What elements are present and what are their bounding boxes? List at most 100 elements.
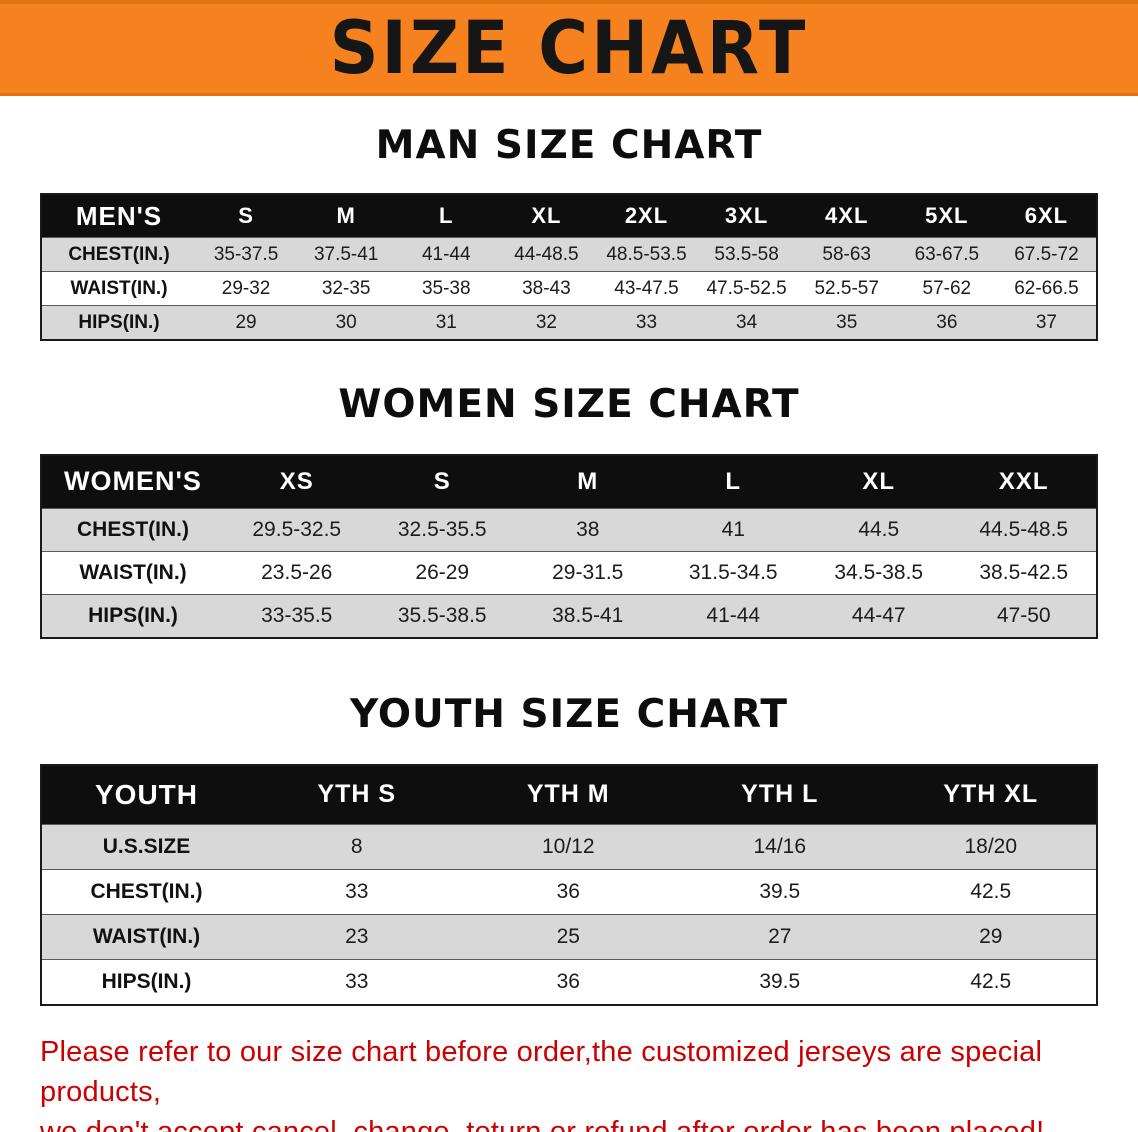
size-value-cell: 27 xyxy=(768,925,792,949)
size-value-cell: 39.5 xyxy=(759,969,801,993)
size-value-cell: 34 xyxy=(736,311,758,333)
size-value-cell: 30 xyxy=(335,311,357,333)
row-label: WAIST(IN.) xyxy=(79,561,187,585)
size-column-header: YTH L xyxy=(741,780,819,809)
size-column-header: XXL xyxy=(998,467,1049,495)
table-header-row: WOMEN'S XS S M L XL XXL xyxy=(41,454,1097,509)
table-row: HIPS(IN.) 29 30 31 32 33 34 35 36 37 xyxy=(41,305,1097,340)
size-value-cell: 23.5-26 xyxy=(261,561,333,585)
size-value-cell: 39.5 xyxy=(759,880,801,904)
size-column-header: M xyxy=(336,203,356,229)
order-policy-line-2: we don't accept cancel, change, teturn o… xyxy=(40,1115,1045,1132)
size-value-cell: 14/16 xyxy=(753,835,807,859)
size-value-cell: 32-35 xyxy=(321,277,371,299)
table-row: CHEST(IN.) 33 36 39.5 42.5 xyxy=(41,869,1097,915)
page-title: SIZE CHART xyxy=(329,5,809,92)
size-value-cell: 63-67.5 xyxy=(914,243,980,265)
order-policy-note: Please refer to our size chart before or… xyxy=(40,1032,1138,1132)
table-header-row: MEN'S S M L XL 2XL 3XL 4XL 5XL 6XL xyxy=(41,193,1097,238)
size-value-cell: 29.5-32.5 xyxy=(252,518,342,542)
size-column-header: 4XL xyxy=(825,203,869,229)
size-value-cell: 33 xyxy=(345,969,369,993)
size-value-cell: 29 xyxy=(235,311,257,333)
size-value-cell: 42.5 xyxy=(970,969,1012,993)
women-size-chart-heading: WOMEN SIZE CHART xyxy=(338,381,800,427)
size-value-cell: 31 xyxy=(435,311,457,333)
table-row: HIPS(IN.) 33-35.5 35.5-38.5 38.5-41 41-44 44-… xyxy=(41,594,1097,638)
size-value-cell: 36 xyxy=(556,969,580,993)
size-value-cell: 37.5-41 xyxy=(313,243,379,265)
row-label: HIPS(IN.) xyxy=(101,969,192,993)
size-value-cell: 35-38 xyxy=(421,277,471,299)
table-header-row: YOUTH YTH S YTH M YTH L YTH XL xyxy=(41,764,1097,825)
size-value-cell: 36 xyxy=(556,880,580,904)
size-column-header: YTH M xyxy=(526,780,610,809)
size-value-cell: 10/12 xyxy=(541,835,595,859)
size-value-cell: 44-48.5 xyxy=(514,243,579,265)
size-value-cell: 33 xyxy=(635,311,658,333)
size-value-cell: 33 xyxy=(345,880,369,904)
size-value-cell: 38 xyxy=(576,518,600,542)
size-column-header: S xyxy=(238,203,254,229)
table-row: WAIST(IN.) 23.5-26 26-29 29-31.5 31.5-34.5 34… xyxy=(41,551,1097,595)
youth-size-table: YOUTH YTH S YTH M YTH L YTH XL U.S.SIZE 8 10/12… xyxy=(40,763,1098,1006)
size-column-header: 2XL xyxy=(624,203,669,229)
youth-size-chart-heading: YOUTH SIZE CHART xyxy=(350,691,788,737)
size-value-cell: 32 xyxy=(535,311,557,333)
size-value-cell: 25 xyxy=(556,925,580,949)
size-value-cell: 48.5-53.5 xyxy=(606,243,687,265)
size-column-header: 6XL xyxy=(1024,203,1069,229)
size-value-cell: 32.5-35.5 xyxy=(397,518,487,542)
size-column-header: YTH S xyxy=(317,780,397,809)
size-value-cell: 41-44 xyxy=(706,603,761,627)
size-value-cell: 52.5-57 xyxy=(814,277,879,299)
men-size-chart-heading: MAN SIZE CHART xyxy=(375,123,763,168)
row-label: HIPS(IN.) xyxy=(88,603,178,627)
size-value-cell: 31.5-34.5 xyxy=(688,561,778,585)
size-column-header: L xyxy=(725,467,742,495)
table-row: CHEST(IN.) 29.5-32.5 32.5-35.5 38 41 44.5 44.5… xyxy=(41,508,1097,552)
youth-section: YOUTH SIZE CHART YOUTH YTH S YTH M YTH L YTH… xyxy=(0,691,1138,1006)
table-row: WAIST(IN.) 23 25 27 29 xyxy=(41,914,1097,960)
size-value-cell: 33-35.5 xyxy=(261,603,333,627)
row-label: WAIST(IN.) xyxy=(70,277,168,299)
size-value-cell: 42.5 xyxy=(970,880,1012,904)
size-value-cell: 26-29 xyxy=(415,561,470,585)
order-policy-line-1: Please refer to our size chart before or… xyxy=(40,1035,1043,1108)
table-row: CHEST(IN.) 35-37.5 37.5-41 41-44 44-48.5 48.5… xyxy=(41,237,1097,272)
women-size-table: WOMEN'S XS S M L XL XXL CHEST(IN.) 29.5-32.5 32.5… xyxy=(40,453,1098,639)
size-value-cell: 47.5-52.5 xyxy=(706,277,787,299)
size-chart-banner: SIZE CHART xyxy=(0,0,1138,96)
size-value-cell: 38-43 xyxy=(522,277,571,299)
table-row: WAIST(IN.) 29-32 32-35 35-38 38-43 43-47.5 47.… xyxy=(41,271,1097,306)
size-value-cell: 37 xyxy=(1035,311,1057,333)
men-section: MAN SIZE CHART MEN'S S M L XL 2XL 3XL 4XL 5XL 6XL… xyxy=(0,123,1138,341)
size-value-cell: 35-37.5 xyxy=(213,243,279,265)
row-label: CHEST(IN.) xyxy=(68,243,170,265)
row-label: CHEST(IN.) xyxy=(77,518,189,542)
table-title-cell: WOMEN'S xyxy=(64,466,202,497)
size-value-cell: 34.5-38.5 xyxy=(834,561,924,585)
size-value-cell: 29 xyxy=(979,925,1003,949)
size-value-cell: 8 xyxy=(350,835,363,859)
table-row: U.S.SIZE 8 10/12 14/16 18/20 xyxy=(41,824,1097,870)
size-column-header: L xyxy=(439,203,454,229)
women-section: WOMEN SIZE CHART WOMEN'S XS S M L XL XXL CHEST(… xyxy=(0,381,1138,639)
table-title-cell: YOUTH xyxy=(95,778,198,810)
size-value-cell: 29-32 xyxy=(221,277,271,299)
size-value-cell: 41-44 xyxy=(421,243,471,265)
size-value-cell: 29-31.5 xyxy=(552,561,624,585)
size-value-cell: 47-50 xyxy=(996,603,1051,627)
size-value-cell: 44.5-48.5 xyxy=(979,518,1069,542)
size-column-header: YTH XL xyxy=(943,780,1039,809)
size-value-cell: 36 xyxy=(936,311,958,333)
size-value-cell: 18/20 xyxy=(964,835,1018,859)
size-value-cell: 44.5 xyxy=(858,518,900,542)
size-value-cell: 41 xyxy=(721,518,745,542)
size-column-header: 3XL xyxy=(724,203,769,229)
size-value-cell: 58-63 xyxy=(822,243,872,265)
size-value-cell: 62-66.5 xyxy=(1014,277,1079,299)
size-value-cell: 57-62 xyxy=(922,277,972,299)
row-label: U.S.SIZE xyxy=(102,835,191,859)
size-column-header: M xyxy=(577,467,599,495)
